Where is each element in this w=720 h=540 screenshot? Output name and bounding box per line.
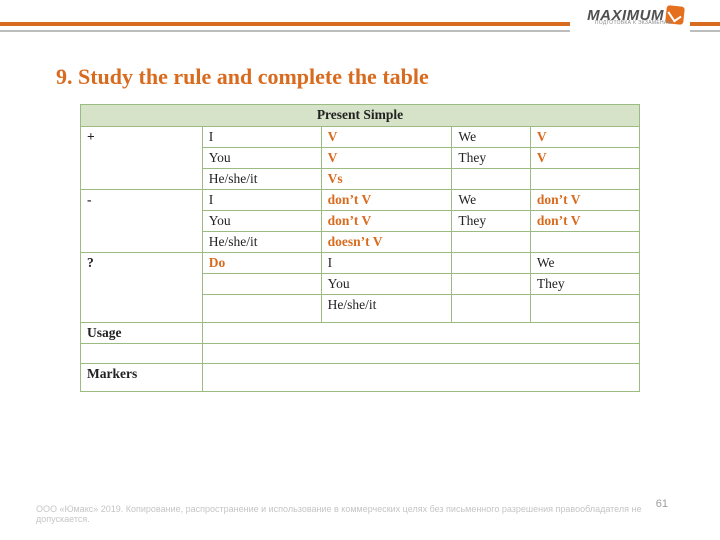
verb-cell-2	[530, 295, 639, 323]
pronoun-cell-2: They	[452, 211, 530, 232]
usage-label: Usage	[81, 323, 203, 344]
pronoun-cell-2: They	[452, 148, 530, 169]
pronoun-cell-2: We	[452, 190, 530, 211]
pronoun-cell	[202, 274, 321, 295]
section-label: +	[81, 127, 203, 190]
verb-cell: don’t V	[321, 190, 452, 211]
pronoun-cell: He/she/it	[202, 232, 321, 253]
grammar-table: Present Simple +IVWeVYouVTheyVHe/she/itV…	[80, 104, 640, 392]
pronoun-cell-2	[452, 274, 530, 295]
pronoun-cell: You	[202, 211, 321, 232]
section-label: ?	[81, 253, 203, 323]
table-row: -Idon’t VWedon’t V	[81, 190, 640, 211]
table-title: Present Simple	[81, 105, 640, 127]
copyright-footer: ООО «Юмакс» 2019. Копирование, распростр…	[36, 504, 684, 524]
pronoun-cell-2	[452, 295, 530, 323]
markers-cell	[202, 364, 639, 392]
table-row: ?DoIWe	[81, 253, 640, 274]
markers-label: Markers	[81, 364, 203, 392]
table-row: +IVWeV	[81, 127, 640, 148]
verb-cell: You	[321, 274, 452, 295]
usage-empty	[81, 344, 203, 364]
pronoun-cell: Do	[202, 253, 321, 274]
usage-cell-2	[202, 344, 639, 364]
page-heading: 9. Study the rule and complete the table	[56, 64, 429, 90]
verb-cell-2	[530, 232, 639, 253]
pronoun-cell: He/she/it	[202, 169, 321, 190]
pronoun-cell-2	[452, 169, 530, 190]
verb-cell-2: They	[530, 274, 639, 295]
verb-cell-2: don’t V	[530, 211, 639, 232]
verb-cell-2: V	[530, 148, 639, 169]
verb-cell: He/she/it	[321, 295, 452, 323]
verb-cell-2: V	[530, 127, 639, 148]
pronoun-cell	[202, 295, 321, 323]
verb-cell-2: We	[530, 253, 639, 274]
section-label: -	[81, 190, 203, 253]
verb-cell: don’t V	[321, 211, 452, 232]
verb-cell-2: don’t V	[530, 190, 639, 211]
verb-cell: doesn’t V	[321, 232, 452, 253]
present-simple-table: Present Simple +IVWeVYouVTheyVHe/she/itV…	[80, 104, 640, 392]
verb-cell: V	[321, 148, 452, 169]
pronoun-cell: I	[202, 127, 321, 148]
usage-cell-1	[202, 323, 639, 344]
verb-cell: Vs	[321, 169, 452, 190]
pronoun-cell-2: We	[452, 127, 530, 148]
verb-cell: V	[321, 127, 452, 148]
verb-cell-2	[530, 169, 639, 190]
pronoun-cell-2	[452, 232, 530, 253]
brand-tagline: ПОДГОТОВКА К ЭКЗАМЕНАМ	[595, 20, 672, 26]
pronoun-cell-2	[452, 253, 530, 274]
pronoun-cell: You	[202, 148, 321, 169]
pronoun-cell: I	[202, 190, 321, 211]
verb-cell: I	[321, 253, 452, 274]
